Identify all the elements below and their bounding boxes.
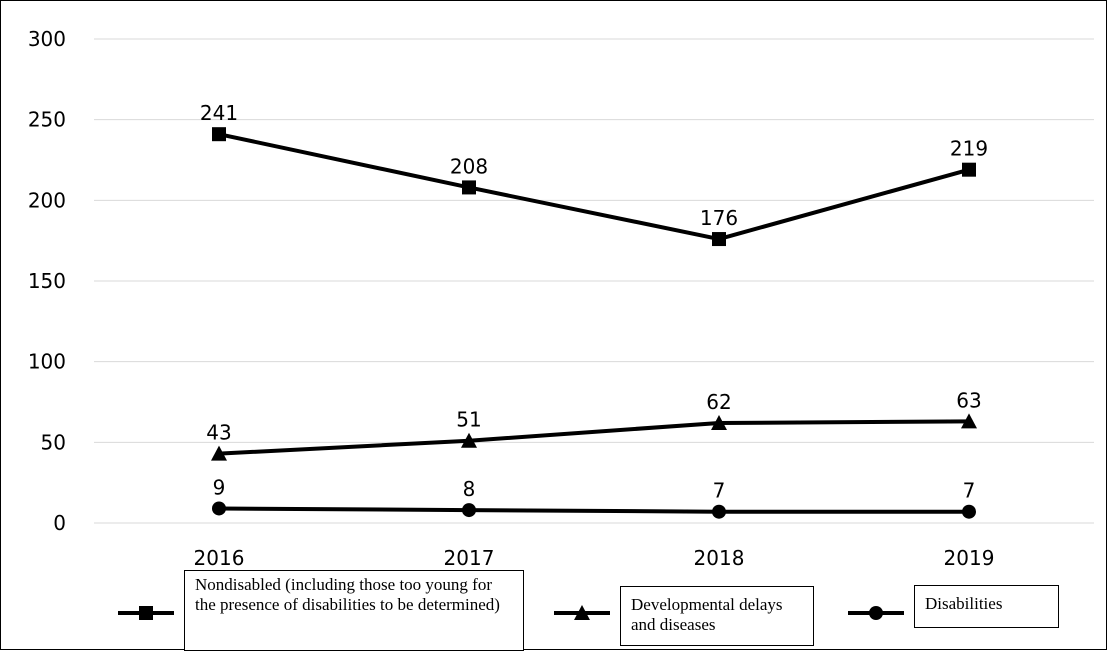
data-label: 62	[706, 390, 731, 414]
data-label: 63	[956, 388, 981, 412]
data-label: 51	[456, 408, 481, 432]
legend-marker-triangle	[574, 605, 590, 620]
y-tick-label: 300	[28, 27, 66, 51]
y-tick-label: 250	[28, 108, 66, 132]
y-tick-label: 100	[28, 350, 66, 374]
series-line-triangle	[218, 419, 970, 456]
data-label: 7	[963, 479, 976, 503]
data-point-square	[462, 180, 476, 195]
y-tick-label: 200	[28, 188, 66, 212]
legend-label-developmental: Developmental delays and diseases	[620, 586, 814, 646]
data-point-triangle	[211, 445, 227, 461]
legend-marker-circle	[869, 606, 883, 620]
data-label: 219	[950, 137, 988, 161]
data-point-circle	[962, 504, 976, 519]
legend-marker-square	[139, 606, 153, 620]
x-tick-label: 2016	[194, 546, 245, 570]
y-tick-label: 150	[28, 269, 66, 293]
legend-label-disabilities: Disabilities	[914, 585, 1059, 628]
x-tick-label: 2019	[944, 546, 995, 570]
legend-label-nondisabled: Nondisabled (including those too young f…	[184, 570, 524, 651]
data-point-circle	[462, 503, 476, 518]
y-tick-label: 50	[41, 430, 66, 454]
x-tick-label: 2018	[694, 546, 745, 570]
series-line-square	[218, 132, 970, 242]
data-label: 43	[206, 421, 231, 445]
data-label: 208	[450, 154, 488, 178]
data-label: 241	[200, 101, 238, 125]
data-label: 7	[713, 479, 726, 503]
y-tick-label: 0	[53, 511, 66, 535]
data-point-triangle	[961, 413, 977, 429]
x-tick-label: 2017	[444, 546, 495, 570]
data-point-square	[212, 127, 226, 142]
data-label: 8	[463, 477, 476, 501]
data-point-circle	[212, 501, 226, 516]
data-point-circle	[712, 504, 726, 519]
series-line-circle	[218, 506, 969, 514]
data-point-triangle	[461, 432, 477, 448]
data-point-square	[712, 232, 726, 247]
data-label: 176	[700, 206, 738, 230]
data-label: 9	[213, 475, 226, 499]
data-point-square	[962, 162, 976, 177]
data-point-triangle	[711, 414, 727, 430]
